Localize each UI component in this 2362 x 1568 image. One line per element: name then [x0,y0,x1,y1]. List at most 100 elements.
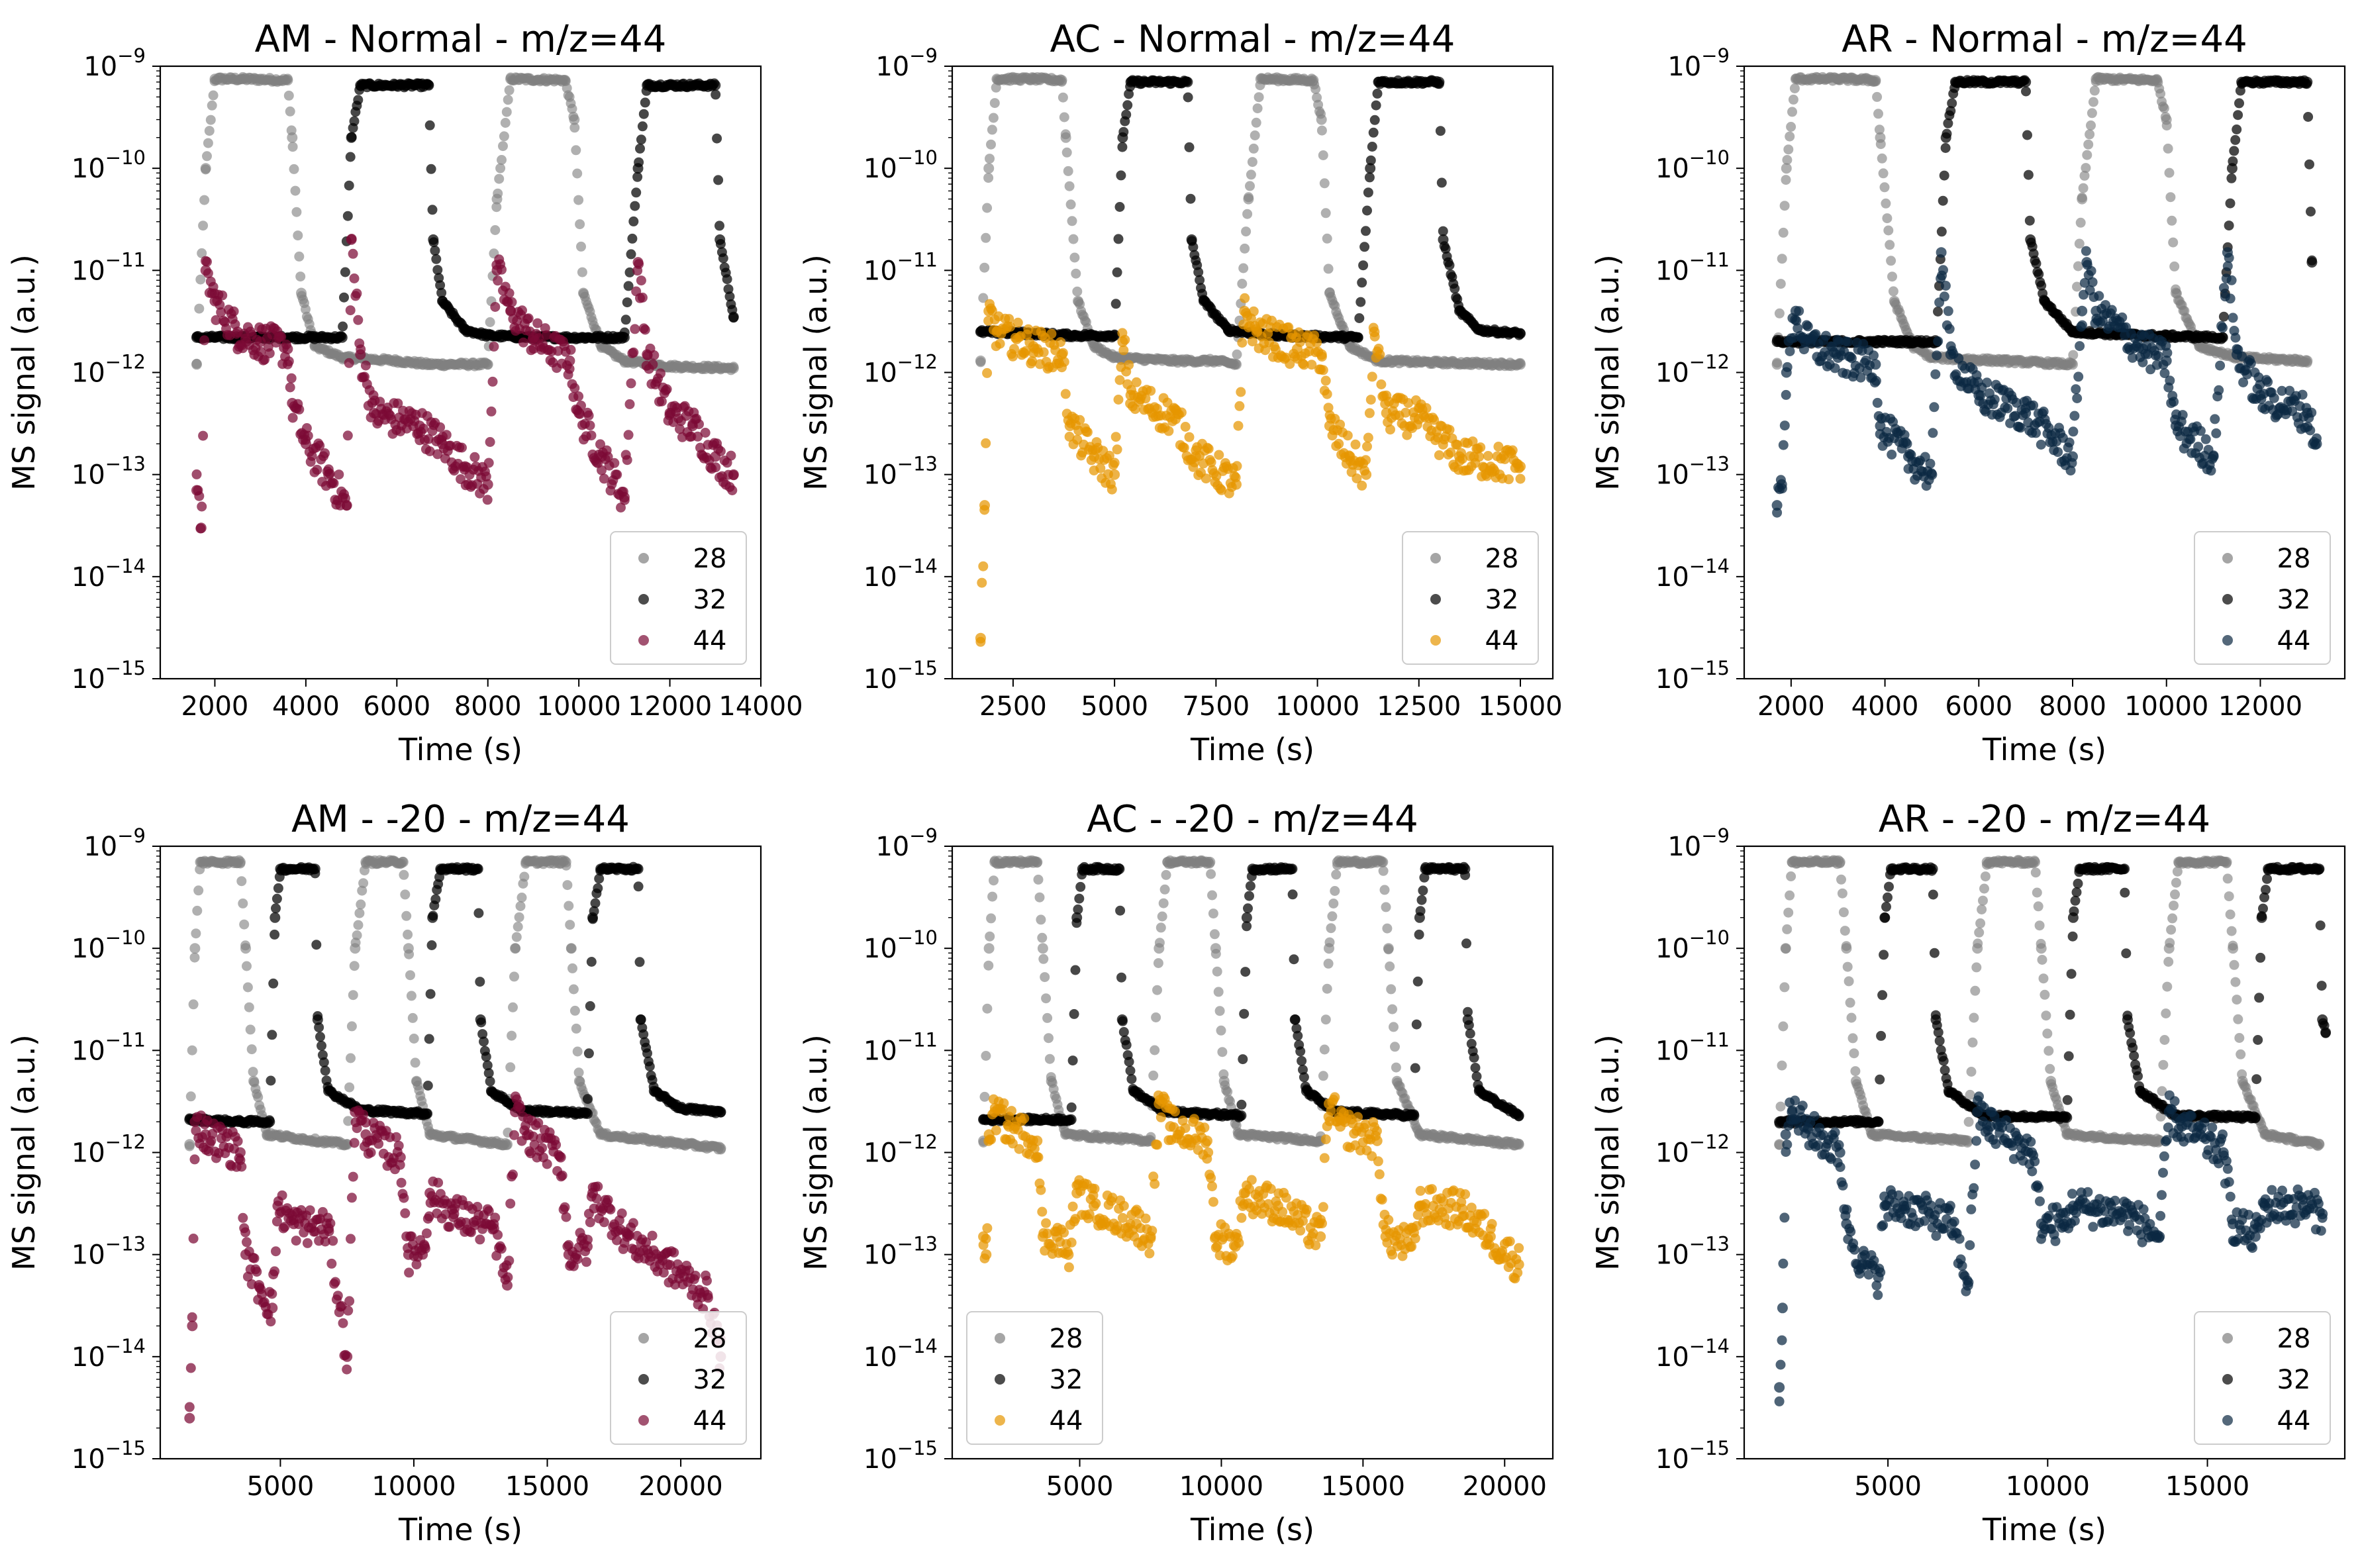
scatter-point [599,473,609,484]
scatter-point [1925,458,1936,469]
scatter-point [713,175,724,185]
scatter-point [711,462,721,473]
scatter-point [1885,240,1895,250]
scatter-point [571,145,581,156]
legend-marker [638,553,649,564]
scatter-point [2208,450,2219,461]
series-44 [191,234,739,534]
scatter-point [1214,450,1224,460]
scatter-point [1361,226,1371,236]
scatter-point [1058,348,1068,358]
scatter-point [1781,175,1791,185]
scatter-point [1320,208,1331,219]
scatter-point [1362,205,1372,216]
scatter-point [1879,182,1890,193]
scatter-point [2230,332,2241,343]
scatter-point [289,164,299,174]
scatter-point [310,868,320,879]
scatter-point [577,267,587,277]
scatter-point [2228,313,2238,323]
scatter-point [1185,193,1196,204]
scatter-point [1873,109,1883,119]
scatter-point [2031,428,2041,438]
scatter-point [623,281,634,291]
scatter-point [507,1030,517,1041]
scatter-point [1402,430,1412,440]
y-tick-label: 10−15 [72,657,146,695]
series-28 [184,855,726,1155]
scatter-point [1403,398,1414,409]
scatter-point [569,122,580,133]
scatter-point [1810,329,1821,340]
scatter-point [2225,293,2236,304]
scatter-point [624,267,635,277]
scatter-point [1938,195,1948,206]
scatter-point [2036,440,2046,450]
scatter-point [1363,432,1373,443]
scatter-point [2193,442,2204,452]
scatter-point [1357,277,1367,288]
scatter-point [195,274,206,285]
scatter-point [487,376,498,387]
scatter-point [457,442,467,453]
scatter-point [2087,108,2097,119]
scatter-point [1785,131,1795,142]
scatter-point [1195,275,1205,285]
scatter-point [349,273,360,283]
scatter-point [1787,107,1797,117]
scatter-point [1230,359,1241,369]
scatter-point [285,382,295,393]
scatter-point [494,173,505,184]
plot-points [184,855,726,1424]
scatter-point [1065,199,1076,210]
scatter-point [203,268,213,279]
scatter-point [1947,98,1957,109]
scatter-point [345,152,356,162]
scatter-point [1500,454,1510,464]
scatter-point [358,878,369,889]
x-tick-label: 8000 [454,691,522,722]
subplot-title: AR - Normal - m/z=44 [1842,18,2247,61]
scatter-point [1438,226,1448,236]
scatter-point [2071,384,2081,395]
scatter-point [2064,437,2075,448]
scatter-point [422,1081,433,1091]
scatter-point [287,413,298,423]
scatter-point [1118,345,1129,356]
scatter-point [638,109,649,119]
scatter-point [202,151,212,162]
scatter-point [294,251,305,262]
scatter-point [2077,320,2087,330]
scatter-point [1945,106,1956,117]
scatter-point [1452,440,1463,450]
scatter-point [2079,170,2090,181]
scatter-point [315,440,325,451]
scatter-point [1146,385,1156,396]
series-32 [184,861,726,1129]
series-32 [975,75,1526,344]
scatter-point [2081,163,2091,173]
scatter-point [2022,130,2032,140]
scatter-point [2158,360,2169,370]
y-tick-label: 10−13 [72,453,146,491]
scatter-point [356,344,366,355]
scatter-point [1056,337,1065,348]
scatter-point [2021,86,2031,97]
scatter-point [1203,444,1214,454]
scatter-point [510,943,520,954]
scatter-point [1474,452,1485,462]
scatter-point [1060,389,1071,399]
scatter-point [2089,85,2100,96]
y-tick-label: 10−11 [72,248,146,286]
scatter-point [486,406,497,416]
scatter-point [469,452,480,462]
scatter-point [989,98,1000,109]
scatter-point [421,1108,432,1119]
x-tick-label: 4000 [1851,691,1919,722]
scatter-point [1020,346,1031,356]
scatter-point [1063,166,1073,176]
scatter-point [2068,426,2079,437]
scatter-point [353,315,364,325]
scatter-point [435,422,446,432]
legend-box [610,531,747,665]
